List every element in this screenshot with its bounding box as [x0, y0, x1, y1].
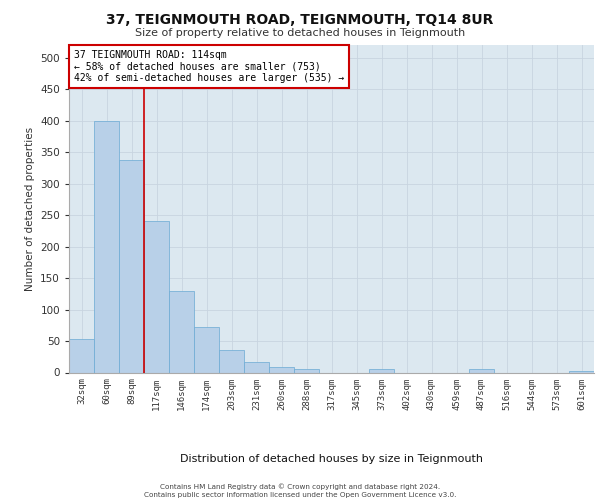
Bar	[369, 370, 394, 372]
Text: 37, TEIGNMOUTH ROAD, TEIGNMOUTH, TQ14 8UR: 37, TEIGNMOUTH ROAD, TEIGNMOUTH, TQ14 8U…	[106, 12, 494, 26]
Bar	[219, 350, 244, 372]
Bar	[569, 371, 594, 372]
Text: Contains HM Land Registry data © Crown copyright and database right 2024.
Contai: Contains HM Land Registry data © Crown c…	[144, 484, 456, 498]
X-axis label: Distribution of detached houses by size in Teignmouth: Distribution of detached houses by size …	[180, 454, 483, 464]
Y-axis label: Number of detached properties: Number of detached properties	[25, 126, 35, 291]
Text: 37 TEIGNMOUTH ROAD: 114sqm
← 58% of detached houses are smaller (753)
42% of sem: 37 TEIGNMOUTH ROAD: 114sqm ← 58% of deta…	[74, 50, 344, 83]
Bar	[69, 339, 94, 372]
Bar	[469, 370, 494, 372]
Bar	[94, 120, 119, 372]
Bar	[119, 160, 144, 372]
Bar	[294, 370, 319, 372]
Bar	[269, 368, 294, 372]
Bar	[144, 222, 169, 372]
Bar	[244, 362, 269, 372]
Text: Size of property relative to detached houses in Teignmouth: Size of property relative to detached ho…	[135, 28, 465, 38]
Bar	[169, 290, 194, 372]
Bar	[194, 326, 219, 372]
